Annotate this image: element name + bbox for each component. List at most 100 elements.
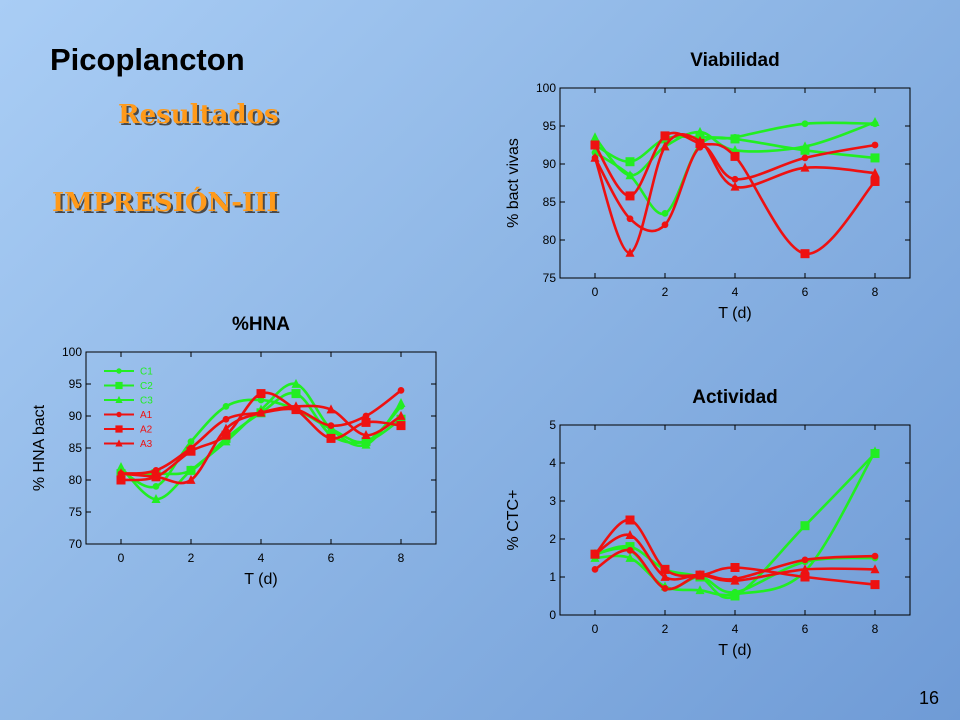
point-a2 [660, 564, 670, 574]
point-c2 [730, 134, 740, 144]
point-c1 [661, 210, 669, 217]
point-a3 [870, 564, 880, 574]
point-c3 [186, 465, 196, 475]
series-a3 [590, 530, 880, 585]
point-a3 [151, 471, 161, 481]
point-c1 [257, 396, 265, 404]
point-a1 [626, 547, 634, 554]
plot-frame [559, 424, 911, 616]
page-number: 16 [919, 688, 940, 708]
y-tick-label: 1 [549, 570, 556, 584]
point-a3 [695, 569, 705, 579]
y-tick-label: 100 [62, 345, 82, 359]
point-a2 [625, 515, 635, 525]
y-tick-label: 3 [549, 494, 556, 508]
y-tick-label: 80 [543, 233, 557, 247]
x-tick-label: 2 [188, 551, 195, 565]
legend-marker [116, 368, 122, 374]
point-c3 [800, 141, 810, 151]
y-tick-label: 80 [69, 473, 83, 487]
y-tick-label: 4 [549, 456, 556, 470]
point-a1 [222, 415, 230, 423]
point-a1 [871, 141, 879, 149]
point-a1 [661, 221, 669, 229]
x-tick-label: 2 [662, 622, 669, 636]
y-axis-label: % bact vivas [505, 138, 522, 228]
x-axis-label: T (d) [718, 305, 751, 322]
point-a2 [396, 421, 406, 431]
legend-label: C2 [140, 381, 153, 392]
point-a3 [660, 571, 670, 581]
slide-heading: IMPRESIÓN-III [52, 188, 279, 218]
y-tick-label: 75 [543, 271, 557, 285]
series-a3 [116, 401, 406, 485]
y-tick-label: 70 [69, 537, 83, 551]
point-a2 [221, 430, 231, 440]
point-a2 [256, 389, 266, 399]
legend-marker [115, 381, 123, 390]
y-tick-label: 2 [549, 532, 556, 546]
point-c2 [800, 521, 810, 531]
point-a2 [660, 131, 670, 141]
point-a1 [397, 387, 405, 394]
point-a2 [326, 433, 336, 443]
point-c3 [151, 494, 161, 504]
point-a1 [801, 556, 809, 564]
point-a3 [291, 401, 301, 411]
point-a3 [590, 549, 600, 559]
point-a3 [221, 423, 231, 433]
point-a3 [800, 564, 810, 574]
point-a3 [116, 468, 126, 478]
point-c2 [625, 542, 635, 552]
y-tick-label: 0 [549, 608, 556, 622]
point-a1 [327, 422, 335, 429]
point-a2 [361, 417, 371, 427]
point-a3 [361, 430, 371, 440]
point-a3 [590, 152, 600, 162]
y-tick-label: 90 [69, 409, 83, 423]
point-c3 [396, 398, 406, 408]
point-a3 [695, 136, 705, 146]
point-a2 [116, 475, 126, 485]
y-tick-label: 100 [536, 81, 556, 95]
legend-marker [116, 411, 122, 418]
y-axis-label: % HNA bact [31, 404, 48, 491]
point-a3 [870, 167, 880, 177]
x-tick-label: 8 [872, 285, 879, 299]
point-c1 [187, 438, 195, 445]
point-c3 [625, 552, 635, 562]
point-a3 [396, 410, 406, 420]
point-a3 [326, 404, 336, 414]
point-a2 [730, 151, 740, 161]
x-axis-label: T (d) [718, 642, 751, 659]
point-a2 [186, 446, 196, 456]
point-a1 [152, 467, 160, 474]
x-tick-label: 2 [662, 285, 669, 299]
y-axis-label: % CTC+ [505, 490, 522, 551]
series-a3 [590, 133, 880, 257]
legend-label: C1 [140, 367, 153, 378]
x-tick-label: 0 [118, 551, 125, 565]
legend-marker [115, 395, 123, 404]
y-tick-label: 85 [69, 441, 83, 455]
point-c3 [695, 585, 705, 595]
x-tick-label: 4 [732, 285, 739, 299]
point-a2 [730, 563, 740, 572]
y-tick-label: 95 [69, 377, 83, 391]
point-a1 [731, 175, 739, 183]
point-c1 [801, 120, 809, 128]
x-tick-label: 6 [802, 622, 809, 636]
point-c2 [870, 153, 880, 163]
x-tick-label: 8 [398, 551, 405, 565]
point-c1 [591, 149, 599, 156]
legend-label: A1 [140, 410, 153, 421]
x-axis-label: T (d) [244, 571, 277, 588]
y-tick-label: 90 [543, 157, 557, 171]
point-a2 [870, 176, 880, 186]
point-a3 [625, 247, 635, 257]
legend-marker [115, 425, 123, 433]
x-tick-label: 6 [802, 285, 809, 299]
slide-title: Picoplancton [50, 42, 245, 77]
point-c3 [221, 436, 231, 446]
